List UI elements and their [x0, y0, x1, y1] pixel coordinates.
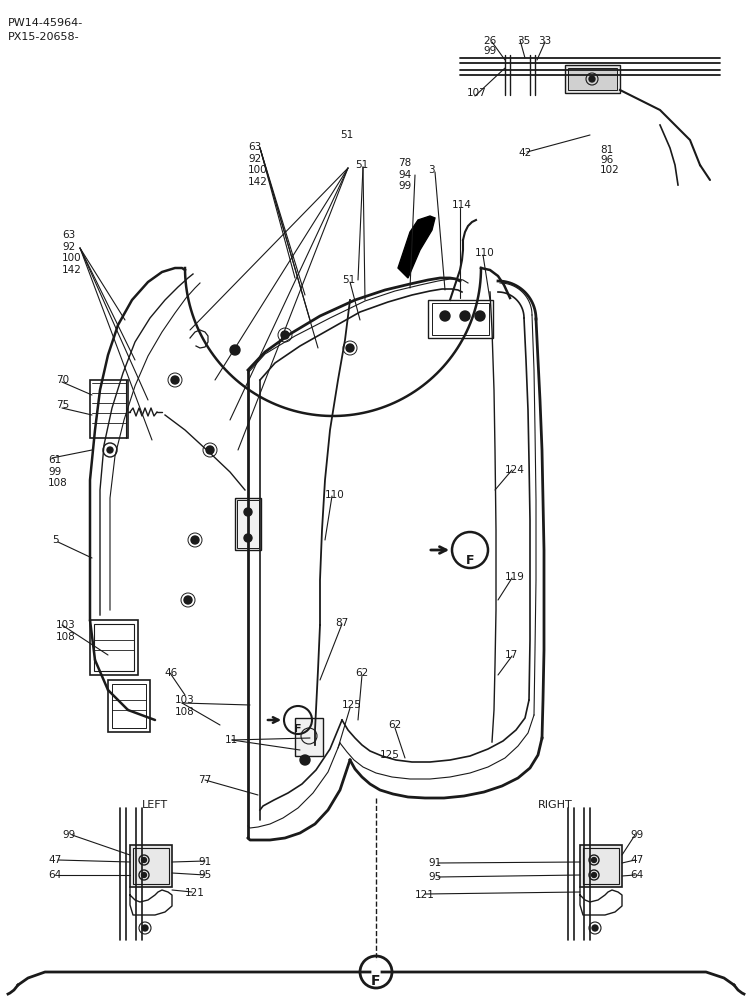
Text: 77: 77: [198, 775, 211, 785]
Circle shape: [191, 536, 199, 544]
Text: 125: 125: [380, 750, 400, 760]
Text: 121: 121: [185, 888, 205, 898]
Bar: [565, 65, 620, 93]
Circle shape: [184, 596, 192, 604]
Text: 5: 5: [52, 535, 59, 545]
Text: 63
92
100
142: 63 92 100 142: [62, 230, 82, 275]
Circle shape: [244, 534, 252, 542]
Bar: [583, 848, 619, 884]
Circle shape: [244, 508, 252, 516]
Text: RIGHT: RIGHT: [538, 800, 572, 810]
Text: 70: 70: [56, 375, 69, 385]
Text: 42: 42: [518, 148, 531, 158]
Text: 114: 114: [452, 200, 472, 210]
Bar: [112, 684, 146, 728]
Bar: [133, 848, 169, 884]
Bar: [237, 500, 259, 548]
Text: 62: 62: [388, 720, 402, 730]
Text: 75: 75: [56, 400, 69, 410]
Circle shape: [300, 755, 310, 765]
Polygon shape: [398, 216, 435, 278]
Circle shape: [589, 76, 595, 82]
Circle shape: [107, 447, 113, 453]
Circle shape: [142, 925, 148, 931]
Circle shape: [141, 857, 147, 862]
Text: 46: 46: [164, 668, 177, 678]
Text: 81: 81: [600, 145, 613, 155]
Text: 51: 51: [355, 160, 368, 170]
Circle shape: [460, 311, 470, 321]
Bar: [108, 680, 150, 732]
Text: 96: 96: [600, 155, 613, 165]
Text: 62: 62: [355, 668, 368, 678]
Bar: [235, 498, 261, 550]
Bar: [428, 300, 493, 338]
Bar: [130, 845, 172, 887]
Text: 64: 64: [630, 870, 643, 880]
Text: 78
94
99: 78 94 99: [398, 158, 411, 191]
Bar: [580, 845, 622, 887]
Text: 63
92
100
142: 63 92 100 142: [248, 142, 268, 187]
Text: 110: 110: [475, 248, 495, 258]
Text: 99: 99: [483, 46, 496, 56]
Text: 47: 47: [48, 855, 61, 865]
Text: 3: 3: [428, 165, 435, 175]
Circle shape: [440, 311, 450, 321]
Text: 95: 95: [428, 872, 441, 882]
Circle shape: [171, 376, 179, 384]
Text: PW14-45964-: PW14-45964-: [8, 18, 83, 28]
Text: 51: 51: [342, 275, 355, 285]
Text: 110: 110: [325, 490, 344, 500]
Bar: [94, 624, 134, 671]
Text: 87: 87: [335, 618, 348, 628]
Bar: [90, 380, 128, 438]
Text: 17: 17: [505, 650, 518, 660]
Text: F: F: [371, 974, 381, 988]
Text: 64: 64: [48, 870, 61, 880]
Text: 107: 107: [467, 88, 487, 98]
Circle shape: [281, 331, 289, 339]
Text: PX15-20658-: PX15-20658-: [8, 32, 80, 42]
Circle shape: [346, 344, 354, 352]
Bar: [432, 303, 489, 335]
Circle shape: [141, 872, 147, 878]
Circle shape: [230, 345, 240, 355]
Text: 103
108: 103 108: [56, 620, 76, 642]
Text: 103
108: 103 108: [175, 695, 195, 717]
Text: 99: 99: [62, 830, 75, 840]
Text: 35: 35: [517, 36, 530, 46]
Circle shape: [475, 311, 485, 321]
Circle shape: [206, 446, 214, 454]
Text: 99: 99: [630, 830, 643, 840]
Bar: [295, 718, 323, 756]
Text: 33: 33: [538, 36, 551, 46]
Text: 61
99
108: 61 99 108: [48, 455, 68, 488]
Text: LEFT: LEFT: [142, 800, 168, 810]
Text: 124: 124: [505, 465, 525, 475]
Text: 102: 102: [600, 165, 620, 175]
Bar: [90, 620, 138, 675]
Text: F: F: [294, 724, 302, 734]
Circle shape: [592, 857, 596, 862]
Text: 125: 125: [342, 700, 362, 710]
Text: 26: 26: [483, 36, 496, 46]
Text: 121: 121: [415, 890, 435, 900]
Text: 91: 91: [428, 858, 441, 868]
Text: 51: 51: [340, 130, 353, 140]
Text: 91: 91: [198, 857, 211, 867]
Circle shape: [592, 872, 596, 878]
Text: 119: 119: [505, 572, 525, 582]
Text: 47: 47: [630, 855, 643, 865]
Bar: [568, 68, 617, 90]
Text: F: F: [465, 554, 475, 566]
Text: 11: 11: [225, 735, 238, 745]
Text: 95: 95: [198, 870, 211, 880]
Circle shape: [592, 925, 598, 931]
